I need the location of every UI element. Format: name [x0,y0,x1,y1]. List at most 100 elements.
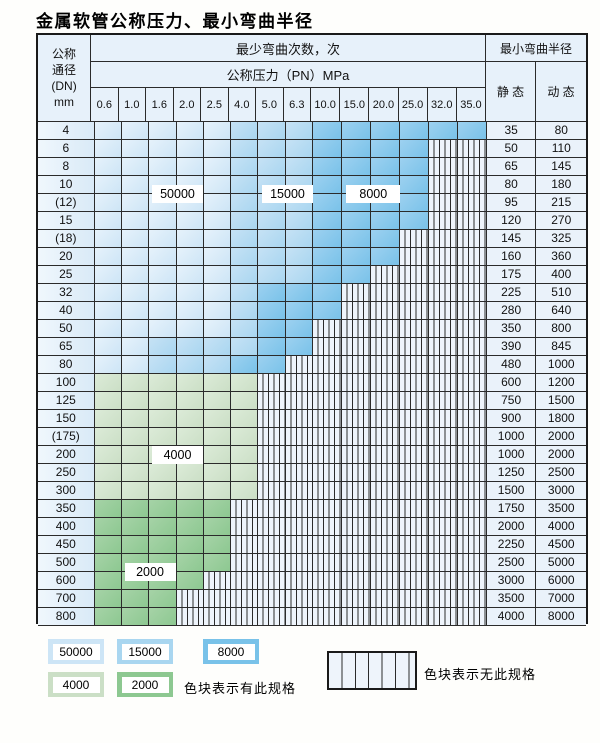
table-row: 40 280 640 [38,302,587,320]
spec-cell [457,122,487,140]
no-spec-cell [371,374,400,392]
no-spec-cell [399,356,429,374]
spec-cell [121,554,150,572]
legend-no-spec-swatch [327,651,417,690]
no-spec-cell [399,482,429,500]
spec-cell [176,122,204,140]
spec-cell [149,374,177,392]
spec-cell [149,608,177,626]
spec-cell [231,356,259,374]
dn-row-label: (12) [38,194,95,212]
spec-cell [231,248,259,266]
spec-cell [203,320,232,338]
no-spec-cell [285,446,314,464]
no-spec-cell [457,554,487,572]
no-spec-cell [457,158,487,176]
spec-table: 公称 通径 (DN) mm 最少弯曲次数，次 公称压力（PN）MPa 0.6 1.… [36,33,588,626]
legend-swatch-value: 4000 [52,676,100,693]
no-spec-cell [428,590,458,608]
spec-cell [94,608,122,626]
spec-cell [176,158,204,176]
no-spec-cell [371,428,400,446]
no-spec-cell [313,482,343,500]
spec-cell [176,482,204,500]
static-radius-value: 160 [486,248,537,266]
legend-swatch-value: 8000 [207,643,255,660]
spec-cell [149,446,177,464]
spec-cell [149,410,177,428]
dn-row-label: 80 [38,356,95,374]
dn-row-label: 15 [38,212,95,230]
dynamic-radius-value: 2000 [536,428,587,446]
spec-cell [313,140,343,158]
no-spec-cell [428,464,458,482]
no-spec-cell [285,410,314,428]
spec-cell [342,212,371,230]
pressure-column-header: 2.5 [201,88,229,121]
no-spec-cell [258,464,286,482]
spec-cell [285,158,314,176]
no-spec-cell [285,590,314,608]
spec-cell [203,338,232,356]
dynamic-radius-value: 80 [536,122,587,140]
no-spec-cell [457,212,487,230]
dn-row-label: 65 [38,338,95,356]
no-spec-cell [258,590,286,608]
spec-cell [94,500,122,518]
spec-cell [258,248,286,266]
no-spec-cell [342,356,371,374]
spec-cell [203,392,232,410]
no-spec-cell [428,554,458,572]
no-spec-cell [457,320,487,338]
no-spec-cell [399,572,429,590]
legend-has-spec-label: 色块表示有此规格 [184,681,297,696]
spec-cell [176,212,204,230]
bend-cycles-header-group: 最少弯曲次数，次 公称压力（PN）MPa 0.6 1.0 1.6 2.0 2.5 4.0 5… [91,35,486,121]
no-spec-cell [285,482,314,500]
no-spec-cell [231,554,259,572]
legend-no-spec-label: 色块表示无此规格 [424,667,537,682]
dn-row-label: (18) [38,230,95,248]
no-spec-cell [399,248,429,266]
spec-cell [149,266,177,284]
spec-cell [231,482,259,500]
spec-cell [121,590,150,608]
no-spec-cell [342,608,371,626]
no-spec-cell [313,374,343,392]
spec-cell [313,302,343,320]
dn-row-label: 700 [38,590,95,608]
legend-swatch-value: 2000 [121,676,169,693]
spec-cell [94,140,122,158]
spec-cell [203,122,232,140]
table-row: (12) 95 215 [38,194,587,212]
dn-row-label: 125 [38,392,95,410]
static-radius-value: 1750 [486,500,537,518]
no-spec-cell [457,302,487,320]
no-spec-cell [399,284,429,302]
no-spec-cell [371,410,400,428]
no-spec-cell [313,608,343,626]
no-spec-cell [231,608,259,626]
table-row: 150 900 1800 [38,410,587,428]
dn-row-label: 500 [38,554,95,572]
spec-cell [94,176,122,194]
spec-cell [121,464,150,482]
pressure-column-header: 10.0 [311,88,341,121]
spec-cell [176,428,204,446]
spec-cell [121,572,150,590]
pressure-column-header: 32.0 [428,88,457,121]
dn-row-label: 32 [38,284,95,302]
legend-swatch-15000: 15000 [117,639,173,664]
spec-cell [94,230,122,248]
spec-cell [121,158,150,176]
spec-cell [121,194,150,212]
dynamic-radius-value: 3500 [536,500,587,518]
static-radius-value: 1000 [486,446,537,464]
spec-cell [176,176,204,194]
spec-cell [258,320,286,338]
spec-cell [121,248,150,266]
dn-header-line: mm [54,95,75,109]
spec-cell [371,158,400,176]
spec-cell [203,284,232,302]
no-spec-cell [457,572,487,590]
